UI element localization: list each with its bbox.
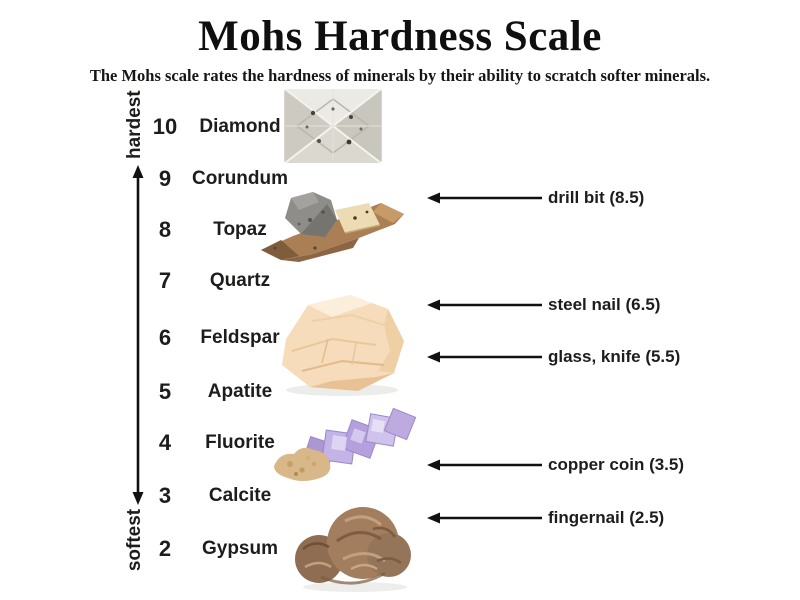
left-arrow-icon [427, 299, 542, 311]
mineral-name: Feldspar [200, 327, 280, 348]
mineral-name: Fluorite [205, 432, 275, 453]
page-title: Mohs Hardness Scale [198, 13, 602, 60]
mineral-name: Apatite [207, 381, 273, 402]
comparison-drill-bit: drill bit (8.5) [427, 186, 644, 210]
hardness-value: 8 [158, 217, 172, 242]
mineral-name: Topaz [213, 219, 267, 240]
scale-row-quartz: 7 Quartz [148, 267, 298, 295]
scale-row-topaz: 8 Topaz [148, 216, 298, 244]
comparison-fingernail: fingernail (2.5) [427, 506, 664, 530]
mineral-name: Quartz [209, 270, 271, 291]
left-arrow-icon [427, 351, 542, 363]
comparison-glass-knife: glass, knife (5.5) [427, 345, 680, 369]
diamond-photo [284, 88, 382, 164]
hardness-value: 9 [158, 166, 172, 191]
mineral-name: Calcite [208, 485, 272, 506]
comparison-label: copper coin (3.5) [548, 455, 685, 474]
hardness-value: 10 [152, 114, 178, 139]
axis-label-hardest: hardest [124, 90, 145, 159]
scale-row-calcite: 3 Calcite [148, 482, 298, 510]
axis-label-softest: softest [124, 508, 145, 572]
gypsum-photo [295, 507, 411, 592]
topaz-photo [261, 192, 404, 262]
left-arrow-icon [427, 459, 542, 471]
comparison-label: steel nail (6.5) [548, 295, 661, 314]
mineral-name: Diamond [199, 116, 281, 137]
scale-row-feldspar: 6 Feldspar [148, 324, 298, 352]
comparison-label: glass, knife (5.5) [548, 347, 681, 366]
hardness-value: 2 [158, 536, 172, 561]
feldspar-photo [282, 295, 404, 396]
hardness-value: 5 [158, 379, 172, 404]
hardness-value: 6 [158, 325, 172, 350]
fluorite-photo [274, 407, 417, 481]
left-arrow-icon [427, 512, 542, 524]
comparison-label: drill bit (8.5) [548, 188, 645, 207]
comparison-label: fingernail (2.5) [548, 508, 665, 527]
hardness-value: 4 [158, 430, 172, 455]
double-arrow-icon [132, 165, 144, 505]
scale-row-diamond: 10 Diamond [148, 113, 298, 141]
comparison-copper-coin: copper coin (3.5) [427, 453, 684, 477]
scale-row-apatite: 5 Apatite [148, 378, 298, 406]
left-arrow-icon [427, 192, 542, 204]
page-subtitle: The Mohs scale rates the hardness of min… [89, 66, 711, 85]
scale-row-fluorite: 4 Fluorite [148, 429, 298, 457]
comparison-steel-nail: steel nail (6.5) [427, 293, 660, 317]
hardness-value: 3 [158, 483, 172, 508]
scale-row-corundum: 9 Corundum [148, 165, 298, 193]
mineral-name: Gypsum [201, 538, 279, 559]
mineral-name: Corundum [191, 168, 289, 189]
scale-row-gypsum: 2 Gypsum [148, 535, 298, 563]
hardness-value: 7 [158, 268, 172, 293]
